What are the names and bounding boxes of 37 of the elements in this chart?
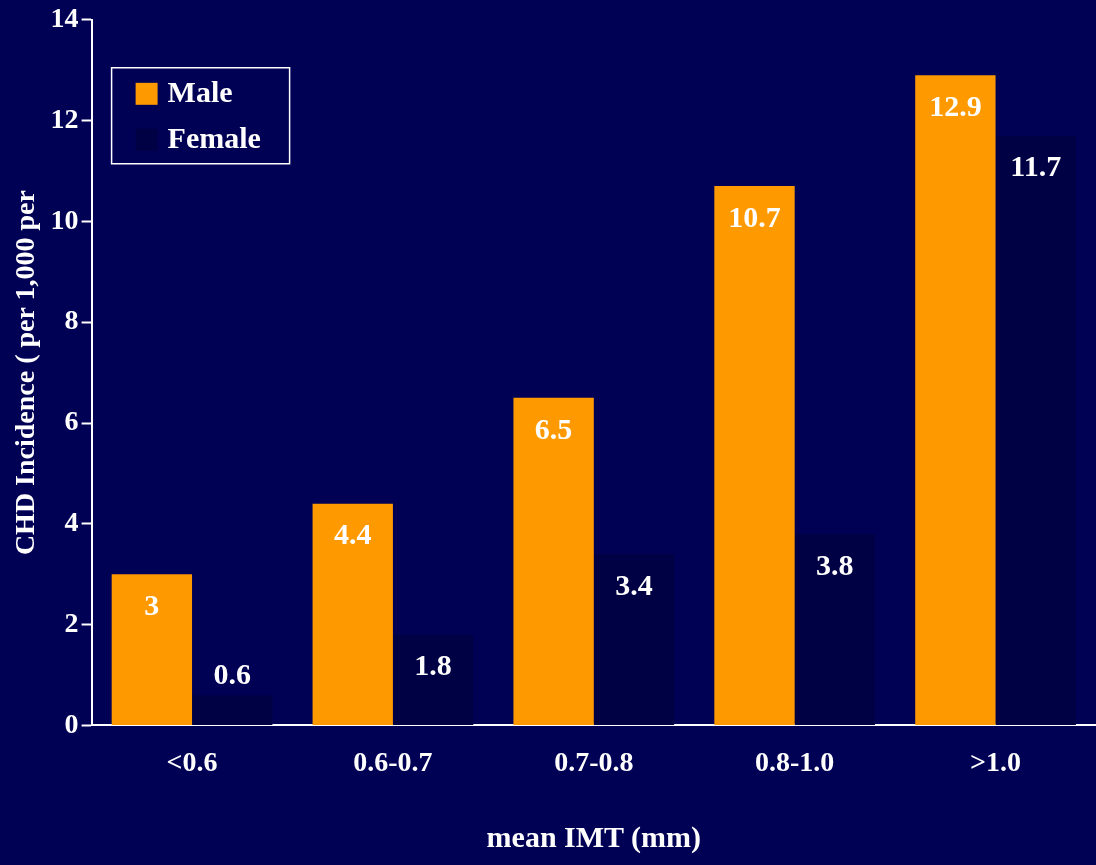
y-tick-label: 8 <box>64 304 79 336</box>
y-tick-label: 6 <box>64 405 79 437</box>
y-tick-label: 2 <box>64 606 79 638</box>
x-tick-label: >1.0 <box>970 746 1022 778</box>
bar <box>513 397 594 725</box>
x-tick-label: 0.6-0.7 <box>353 746 433 778</box>
bar <box>312 503 393 725</box>
y-tick-label: 4 <box>64 506 79 538</box>
x-tick-label: 0.8-1.0 <box>755 746 835 778</box>
bar <box>995 135 1076 725</box>
bar <box>714 186 795 725</box>
bar <box>111 574 193 725</box>
data-label: 3 <box>144 587 160 621</box>
x-tick-label: <0.6 <box>166 746 218 778</box>
bar <box>794 533 876 725</box>
bar <box>915 75 996 725</box>
legend-label: Female <box>167 120 261 154</box>
y-tick-label: 0 <box>64 707 79 739</box>
y-tick-label: 14 <box>50 2 79 34</box>
y-tick-label: 10 <box>50 203 79 235</box>
bar <box>192 695 273 725</box>
data-label: 0.6 <box>213 656 251 690</box>
y-tick-label: 12 <box>50 102 79 134</box>
data-label: 6.5 <box>534 411 573 445</box>
data-label: 10.7 <box>728 199 781 233</box>
x-axis-title: mean IMT (mm) <box>486 819 702 854</box>
data-label: 3.4 <box>615 567 653 601</box>
data-label: 3.8 <box>816 547 854 581</box>
legend-label: Male <box>167 74 233 108</box>
bar <box>392 634 474 725</box>
data-label: 1.8 <box>414 648 452 682</box>
data-label: 12.9 <box>929 88 982 122</box>
data-label: 11.7 <box>1010 149 1062 183</box>
bar <box>593 554 675 725</box>
data-label: 4.4 <box>333 517 372 551</box>
y-axis-title: CHD Incidence ( per 1,000 per <box>9 190 41 556</box>
x-tick-label: 0.7-0.8 <box>554 746 634 778</box>
